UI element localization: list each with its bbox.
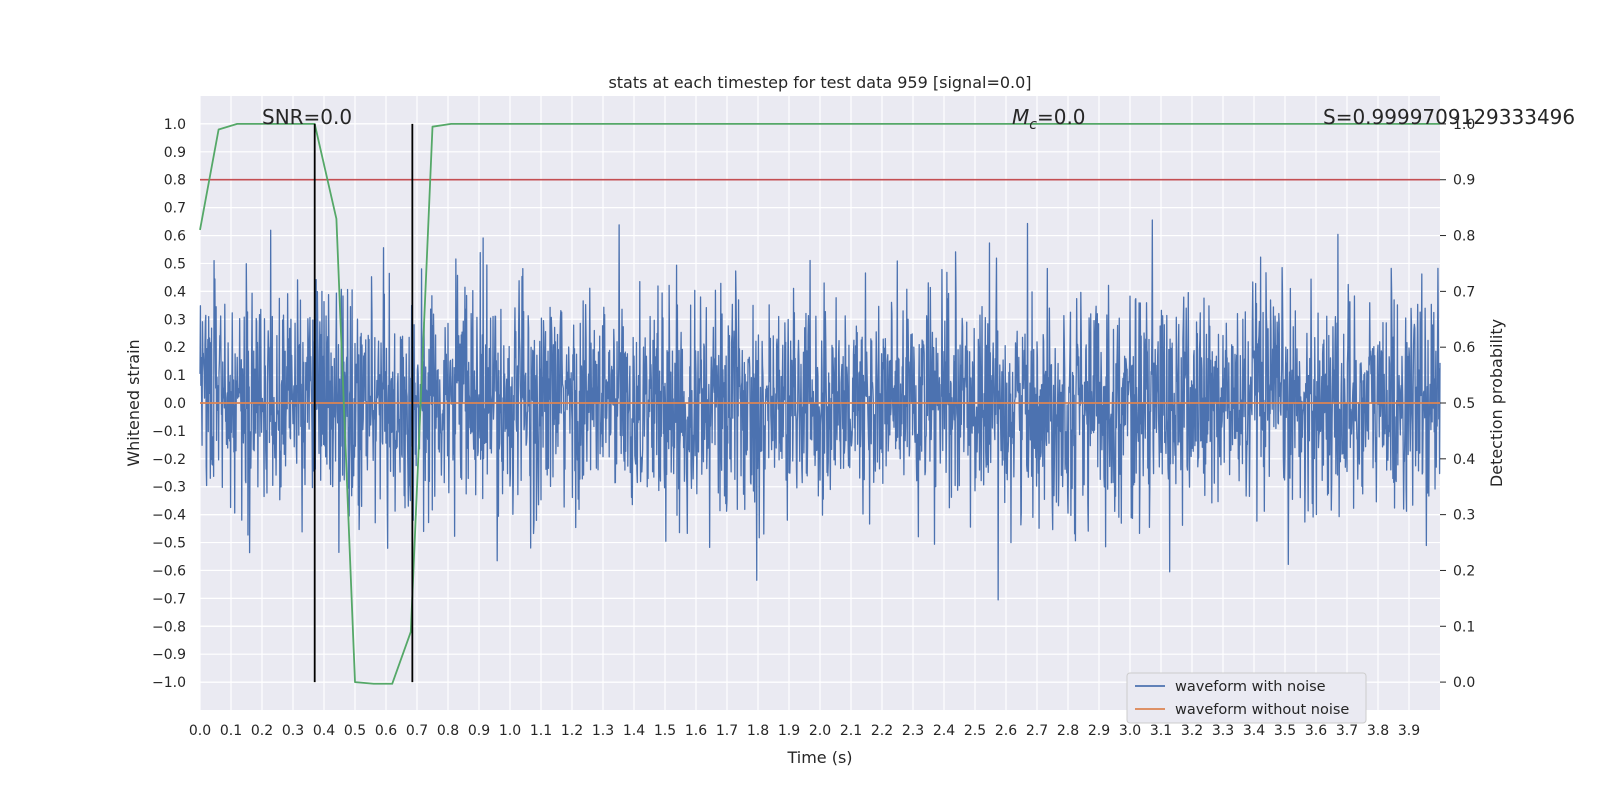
x-tick-label: 3.6: [1305, 723, 1327, 739]
x-tick-label: 3.2: [1181, 723, 1203, 739]
x-tick-label: 0.1: [220, 723, 242, 739]
y-tick-label: −0.3: [152, 480, 186, 496]
chart-title: stats at each timestep for test data 959…: [608, 73, 1031, 92]
y2-tick-label: 1.0: [1453, 117, 1475, 133]
x-tick-label: 0.0: [189, 723, 211, 739]
y2-tick-label: 0.3: [1453, 508, 1475, 524]
x-tick-label: 0.4: [313, 723, 335, 739]
x-tick-label: 3.3: [1212, 723, 1234, 739]
y-axis-label: Whitened strain: [124, 339, 143, 466]
snr-annotation: SNR=0.0: [262, 105, 352, 129]
detection-probability-series: [199, 123, 1440, 685]
y-tick-label: −0.2: [152, 452, 186, 468]
y-tick-label: −0.7: [152, 591, 186, 607]
x-tick-label: 1.6: [685, 723, 707, 739]
x-tick-label: 0.6: [375, 723, 397, 739]
legend-label-clean: waveform without noise: [1175, 702, 1349, 718]
y-tick-label: −0.9: [152, 647, 186, 663]
y2-tick-label: 0.7: [1453, 284, 1475, 300]
legend-box: [1126, 672, 1367, 724]
y-tick-label: 0.8: [164, 173, 186, 189]
y2-ticks: 1.0 0.9 0.8 0.7 0.6 0.5 0.4 0.3 0.2 0.1 0.0: [1440, 117, 1475, 691]
x-tick-label: 3.8: [1367, 723, 1389, 739]
y2-tick-label: 0.4: [1453, 452, 1475, 468]
event-markers: [313, 123, 414, 683]
x-tick-label: 1.2: [561, 723, 583, 739]
y-tick-label: 0.3: [164, 312, 186, 328]
x-tick-label: 2.5: [964, 723, 986, 739]
x-tick-label: 3.0: [1119, 723, 1141, 739]
y-tick-label: −0.1: [152, 424, 186, 440]
x-tick-label: 3.5: [1274, 723, 1296, 739]
x-ticks: 0.0 0.1 0.2 0.3 0.4 0.5 0.6 0.7 0.8 0.9 1.0 1.1 1.2 1…: [189, 723, 1420, 739]
x-tick-label: 3.9: [1398, 723, 1420, 739]
y-tick-label: 0.1: [164, 368, 186, 384]
y-tick-label: −0.5: [152, 536, 186, 552]
x-tick-label: 1.5: [654, 723, 676, 739]
x-tick-label: 3.1: [1150, 723, 1172, 739]
y-tick-label: −0.4: [152, 508, 186, 524]
x-tick-label: 0.9: [468, 723, 490, 739]
x-tick-label: 3.4: [1243, 723, 1265, 739]
waveform-with-noise-series: [199, 219, 1441, 601]
y-tick-label: 0.9: [164, 145, 186, 161]
x-tick-label: 1.8: [747, 723, 769, 739]
y-tick-label: 0.7: [164, 201, 186, 217]
y2-axis-label: Detection probability: [1487, 319, 1506, 487]
x-axis-label: Time (s): [786, 748, 852, 767]
y2-tick-label: 0.8: [1453, 229, 1475, 245]
y2-tick-label: 0.0: [1453, 675, 1475, 691]
x-tick-label: 2.4: [933, 723, 955, 739]
x-tick-label: 0.3: [282, 723, 304, 739]
legend: waveform with noise waveform without noi…: [1126, 672, 1367, 724]
x-tick-label: 2.0: [809, 723, 831, 739]
mc-subscript: c: [1029, 117, 1037, 133]
y-tick-label: −1.0: [152, 675, 186, 691]
x-tick-label: 1.0: [499, 723, 521, 739]
mc-value: =0.0: [1037, 105, 1086, 129]
x-tick-label: 2.8: [1057, 723, 1079, 739]
x-tick-label: 3.7: [1336, 723, 1358, 739]
noise-line: [199, 219, 1441, 601]
y2-tick-label: 0.6: [1453, 340, 1475, 356]
y-tick-label: −0.6: [152, 563, 186, 579]
x-tick-label: 0.5: [344, 723, 366, 739]
x-tick-label: 0.7: [406, 723, 428, 739]
x-tick-label: 1.9: [778, 723, 800, 739]
x-tick-label: 1.3: [592, 723, 614, 739]
y2-tick-label: 0.2: [1453, 563, 1475, 579]
y-ticks: 1.0 0.9 0.8 0.7 0.6 0.5 0.4 0.3 0.2 0.1 0.0 −0.1 −0.…: [152, 117, 186, 691]
y-tick-label: 0.0: [164, 396, 186, 412]
y-tick-label: 0.5: [164, 256, 186, 272]
x-tick-label: 1.1: [530, 723, 552, 739]
y2-tick-label: 0.5: [1453, 396, 1475, 412]
x-tick-label: 2.6: [995, 723, 1017, 739]
y-tick-label: 0.2: [164, 340, 186, 356]
y-tick-label: −0.8: [152, 619, 186, 635]
y-tick-label: 0.6: [164, 229, 186, 245]
s-annotation: S=0.9999709129333496: [1323, 105, 1575, 129]
y2-tick-label: 0.9: [1453, 173, 1475, 189]
x-tick-label: 1.7: [716, 723, 738, 739]
y-tick-label: 0.4: [164, 284, 186, 300]
probability-line: [199, 123, 1440, 685]
x-tick-label: 2.2: [871, 723, 893, 739]
x-tick-label: 2.9: [1088, 723, 1110, 739]
mc-annotation: Mc=0.0: [1012, 105, 1086, 133]
x-tick-label: 0.8: [437, 723, 459, 739]
y-tick-label: 1.0: [164, 117, 186, 133]
x-tick-label: 2.7: [1026, 723, 1048, 739]
x-tick-label: 1.4: [623, 723, 645, 739]
x-tick-label: 2.3: [902, 723, 924, 739]
x-tick-label: 0.2: [251, 723, 273, 739]
x-tick-label: 2.1: [840, 723, 862, 739]
y2-tick-label: 0.1: [1453, 619, 1475, 635]
legend-label-noise: waveform with noise: [1175, 679, 1326, 695]
mc-symbol: M: [1012, 105, 1029, 129]
